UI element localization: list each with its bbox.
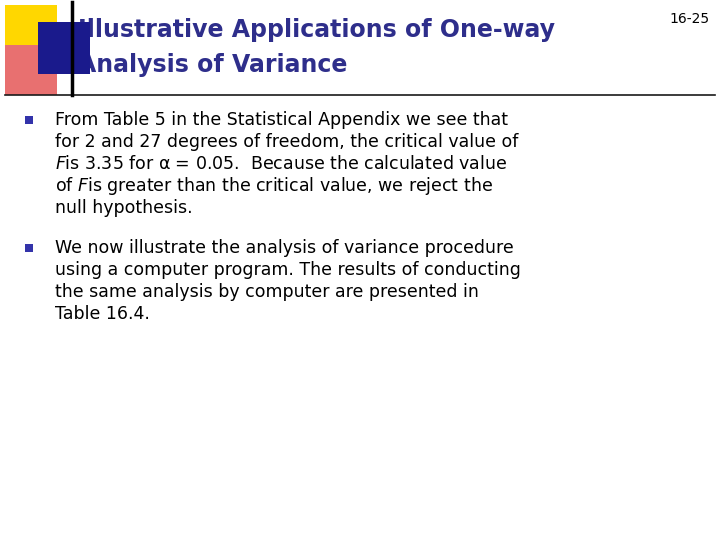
Text: of $\it{F}$is greater than the critical value, we reject the: of $\it{F}$is greater than the critical … bbox=[55, 175, 493, 197]
Text: using a computer program. The results of conducting: using a computer program. The results of… bbox=[55, 261, 521, 279]
Text: Table 16.4.: Table 16.4. bbox=[55, 305, 150, 323]
Bar bbox=[5, 5, 57, 55]
Text: From Table 5 in the Statistical Appendix we see that: From Table 5 in the Statistical Appendix… bbox=[55, 111, 508, 129]
Bar bbox=[5, 45, 57, 95]
Text: null hypothesis.: null hypothesis. bbox=[55, 199, 193, 217]
Text: 16-25: 16-25 bbox=[670, 12, 710, 26]
Text: for 2 and 27 degrees of freedom, the critical value of: for 2 and 27 degrees of freedom, the cri… bbox=[55, 133, 518, 151]
Bar bbox=[25, 116, 33, 124]
Text: Illustrative Applications of One-way: Illustrative Applications of One-way bbox=[78, 18, 555, 42]
Text: the same analysis by computer are presented in: the same analysis by computer are presen… bbox=[55, 283, 479, 301]
Bar bbox=[38, 22, 90, 74]
Bar bbox=[25, 244, 33, 252]
Text: Analysis of Variance: Analysis of Variance bbox=[78, 53, 347, 77]
Text: We now illustrate the analysis of variance procedure: We now illustrate the analysis of varian… bbox=[55, 239, 514, 257]
Text: $\it{F}$is 3.35 for α = 0.05.  Because the calculated value: $\it{F}$is 3.35 for α = 0.05. Because th… bbox=[55, 155, 507, 173]
